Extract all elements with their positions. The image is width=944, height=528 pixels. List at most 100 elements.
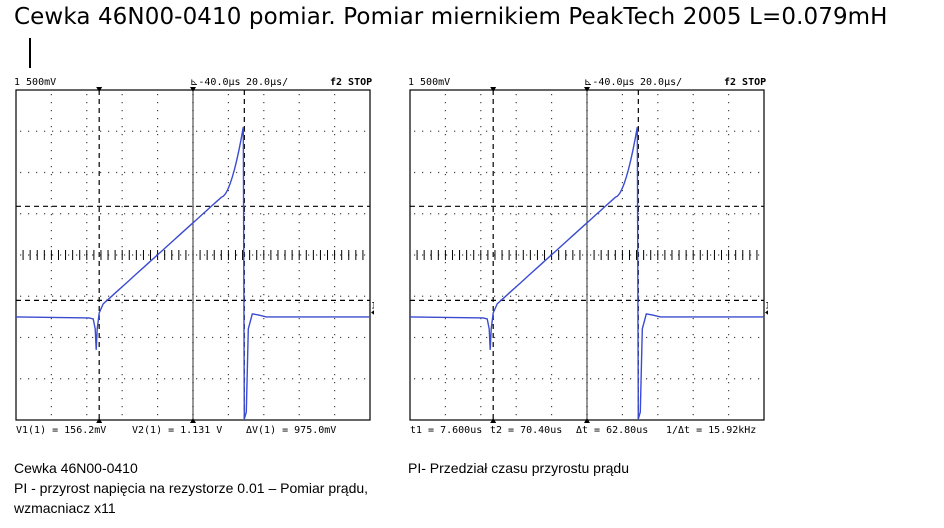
grid-dot bbox=[348, 171, 350, 174]
grid-dot bbox=[510, 254, 512, 256]
grid-dot bbox=[334, 102, 336, 104]
grid-dot bbox=[630, 171, 632, 174]
grid-dot bbox=[76, 336, 78, 339]
grid-dot bbox=[551, 310, 553, 312]
grid-dot bbox=[50, 326, 52, 328]
grid-dot bbox=[86, 278, 88, 280]
grid-dot bbox=[252, 336, 254, 339]
grid-dot bbox=[566, 378, 568, 380]
grid-dot bbox=[86, 174, 88, 176]
grid-dot bbox=[742, 336, 744, 339]
grid-dot bbox=[551, 182, 553, 184]
grid-dot bbox=[124, 295, 126, 297]
grid-dot bbox=[86, 238, 88, 240]
grid-dot bbox=[44, 336, 46, 339]
grid-dot bbox=[630, 254, 632, 256]
grid-dot bbox=[212, 336, 214, 339]
grid-dot bbox=[188, 171, 190, 174]
grid-dot bbox=[728, 310, 730, 312]
grid-dot bbox=[86, 390, 88, 392]
grid-dot bbox=[334, 198, 336, 200]
grid-dot bbox=[444, 102, 446, 104]
grid-dot bbox=[480, 134, 482, 136]
grid-dot bbox=[157, 110, 159, 112]
grid-dot bbox=[446, 171, 448, 174]
grid-dot bbox=[220, 213, 222, 215]
grid-dot bbox=[657, 118, 659, 120]
grid-dot bbox=[316, 378, 318, 380]
grid-dot bbox=[551, 214, 553, 216]
grid-dot bbox=[100, 295, 102, 297]
grid-dot bbox=[86, 406, 88, 408]
grid-dot bbox=[438, 171, 440, 174]
grid-dot bbox=[692, 142, 694, 144]
grid-dot bbox=[324, 213, 326, 215]
grid-dot bbox=[551, 278, 553, 280]
grid-dot bbox=[742, 213, 744, 215]
grid-dot bbox=[86, 382, 88, 384]
grid-dot bbox=[551, 302, 553, 304]
grid-dot bbox=[551, 350, 553, 352]
grid-dot bbox=[728, 262, 730, 264]
grid-dot bbox=[551, 126, 553, 128]
grid-dot bbox=[654, 213, 656, 215]
grid-dot bbox=[308, 336, 310, 339]
grid-dot bbox=[444, 286, 446, 288]
grid-dot bbox=[284, 130, 286, 132]
grid-dot bbox=[50, 358, 52, 360]
grid-dot bbox=[50, 198, 52, 200]
grid-dot bbox=[621, 366, 623, 368]
grid-dot bbox=[108, 213, 110, 215]
grid-dot bbox=[480, 118, 482, 120]
grid-dot bbox=[298, 278, 300, 280]
grid-dot bbox=[518, 336, 520, 339]
grid-dot bbox=[50, 374, 52, 376]
grid-dot bbox=[260, 295, 262, 297]
grid-dot bbox=[276, 171, 278, 174]
grid-dot bbox=[157, 326, 159, 328]
grid-dot bbox=[480, 342, 482, 344]
grid-dot bbox=[657, 102, 659, 104]
grid-dot bbox=[515, 182, 517, 184]
grid-dot bbox=[657, 350, 659, 352]
grid-dot bbox=[263, 102, 265, 104]
grid-dot bbox=[220, 336, 222, 339]
grid-dot bbox=[316, 254, 318, 256]
grid-dot bbox=[116, 171, 118, 174]
grid-dot bbox=[196, 171, 198, 174]
grid-dot bbox=[86, 270, 88, 272]
grid-dot bbox=[263, 126, 265, 128]
grid-dot bbox=[86, 142, 88, 144]
grid-dot bbox=[36, 254, 38, 256]
grid-dot bbox=[726, 130, 728, 132]
grid-dot bbox=[121, 134, 123, 136]
grid-dot bbox=[444, 358, 446, 360]
grid-dot bbox=[332, 295, 334, 297]
grid-dot bbox=[502, 254, 504, 256]
grid-dot bbox=[164, 171, 166, 174]
grid-dot bbox=[20, 336, 22, 339]
grid-dot bbox=[470, 130, 472, 132]
grid-dot bbox=[220, 378, 222, 380]
grid-dot bbox=[502, 171, 504, 174]
grid-dot bbox=[76, 213, 78, 215]
grid-dot bbox=[430, 254, 432, 256]
grid-dot bbox=[480, 294, 482, 296]
grid-dot bbox=[470, 378, 472, 380]
grid-dot bbox=[606, 378, 608, 380]
header-volts-per-div: 1 500mV bbox=[408, 77, 450, 88]
grid-dot bbox=[263, 142, 265, 144]
grid-dot bbox=[50, 102, 52, 104]
grid-dot bbox=[566, 254, 568, 256]
grid-dot bbox=[52, 378, 54, 380]
header-trigger-delay: ⊾-40.0µs bbox=[584, 77, 635, 88]
grid-dot bbox=[551, 390, 553, 392]
grid-dot bbox=[551, 318, 553, 320]
grid-dot bbox=[692, 366, 694, 368]
grid-dot bbox=[148, 295, 150, 297]
grid-dot bbox=[196, 378, 198, 380]
grid-dot bbox=[550, 171, 552, 174]
grid-dot bbox=[298, 118, 300, 120]
header-status: f2 STOP bbox=[330, 77, 372, 88]
grid-dot bbox=[300, 254, 302, 256]
